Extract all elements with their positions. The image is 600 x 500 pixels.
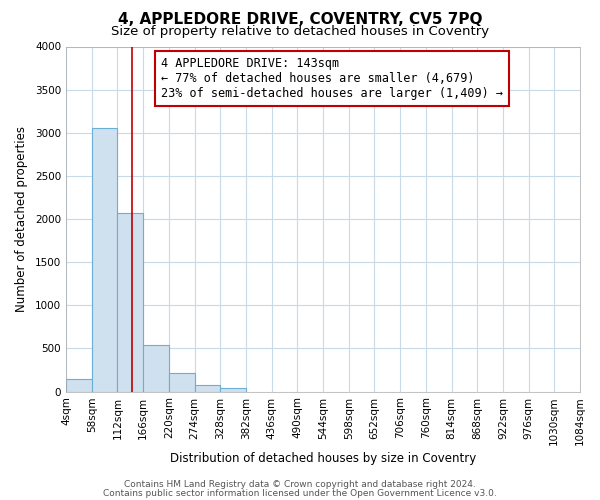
Bar — [194, 385, 220, 392]
Bar — [169, 374, 194, 392]
Bar — [92, 128, 118, 392]
Text: 4, APPLEDORE DRIVE, COVENTRY, CV5 7PQ: 4, APPLEDORE DRIVE, COVENTRY, CV5 7PQ — [118, 12, 482, 28]
Bar — [118, 212, 143, 392]
Text: Contains public sector information licensed under the Open Government Licence v3: Contains public sector information licen… — [103, 489, 497, 498]
Bar — [66, 378, 92, 392]
Text: Contains HM Land Registry data © Crown copyright and database right 2024.: Contains HM Land Registry data © Crown c… — [124, 480, 476, 489]
Y-axis label: Number of detached properties: Number of detached properties — [15, 126, 28, 312]
Bar — [220, 388, 246, 392]
Bar — [143, 345, 169, 392]
X-axis label: Distribution of detached houses by size in Coventry: Distribution of detached houses by size … — [170, 452, 476, 465]
Text: Size of property relative to detached houses in Coventry: Size of property relative to detached ho… — [111, 25, 489, 38]
Text: 4 APPLEDORE DRIVE: 143sqm
← 77% of detached houses are smaller (4,679)
23% of se: 4 APPLEDORE DRIVE: 143sqm ← 77% of detac… — [161, 57, 503, 100]
